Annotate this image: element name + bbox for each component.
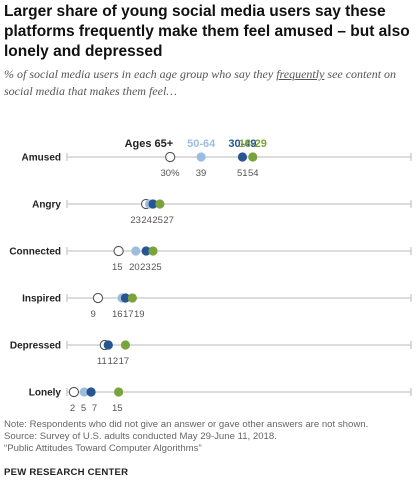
source-line: Source: Survey of U.S. adults conducted … <box>4 431 277 442</box>
subtitle-underlined-word: frequently <box>276 67 325 81</box>
data-label: 7 <box>92 403 97 412</box>
legend-label: 18-29 <box>239 138 267 150</box>
data-label: 17 <box>123 309 134 320</box>
data-label: 24 <box>141 215 152 226</box>
data-label: 30% <box>161 168 181 179</box>
data-label: 15 <box>112 262 123 273</box>
data-dot <box>148 199 158 209</box>
legend-label: Ages 65+ <box>125 138 174 150</box>
category-label: Depressed <box>10 341 61 352</box>
data-label: 5 <box>81 403 86 412</box>
data-dot <box>120 293 131 303</box>
data-label: 23 <box>130 215 141 226</box>
data-dot <box>86 387 96 397</box>
data-dot <box>68 386 80 398</box>
data-label: 2 <box>70 403 75 412</box>
data-label: 9 <box>91 309 96 320</box>
chart-subtitle: % of social media users in each age grou… <box>4 66 416 100</box>
org-name: PEW RESEARCH CENTER <box>4 467 129 478</box>
legend-label: 30-49 <box>228 138 256 150</box>
data-label: 15 <box>112 403 123 412</box>
data-dot <box>103 340 113 350</box>
category-label: Angry <box>32 200 61 211</box>
data-dot <box>120 340 131 350</box>
data-dot <box>114 387 124 397</box>
data-label: 51 <box>237 168 248 179</box>
data-label: 11 <box>97 356 107 367</box>
legend-label: 50-64 <box>187 138 216 150</box>
category-label: Connected <box>9 247 61 258</box>
data-label: 19 <box>134 309 145 320</box>
data-dot <box>165 151 176 163</box>
subtitle-text-end: see content on social media that makes t… <box>4 67 397 98</box>
data-label: 17 <box>119 356 130 367</box>
data-dot <box>237 152 248 162</box>
note-line: Note: Respondents who did not give an an… <box>4 419 369 430</box>
data-label: 25 <box>151 262 162 273</box>
data-label: 54 <box>248 168 259 179</box>
data-dot <box>155 199 165 209</box>
category-label: Amused <box>22 153 61 164</box>
data-dot <box>141 246 151 256</box>
category-label: Lonely <box>29 388 62 399</box>
category-label: Inspired <box>22 294 61 305</box>
data-label: 12 <box>108 356 119 367</box>
data-dot <box>148 246 158 256</box>
chart-title: Larger share of young social media users… <box>4 3 410 60</box>
data-label: 23 <box>140 262 151 273</box>
data-dot <box>92 292 104 304</box>
data-dot <box>248 152 258 162</box>
data-dot <box>127 293 137 303</box>
data-label: 39 <box>196 168 207 179</box>
data-label: 20 <box>129 262 140 273</box>
data-label: 25 <box>152 215 163 226</box>
report-line: “Public Attitudes Toward Computer Algori… <box>4 443 202 454</box>
data-dot <box>79 387 89 397</box>
data-dot <box>131 246 141 256</box>
data-label: 27 <box>163 215 174 226</box>
data-dot <box>196 152 206 162</box>
data-dot <box>113 245 124 257</box>
subtitle-text-start: % of social media users in each age grou… <box>4 67 277 81</box>
chart-footnote: Note: Respondents who did not give an an… <box>4 419 416 455</box>
data-label: 16 <box>112 309 123 320</box>
